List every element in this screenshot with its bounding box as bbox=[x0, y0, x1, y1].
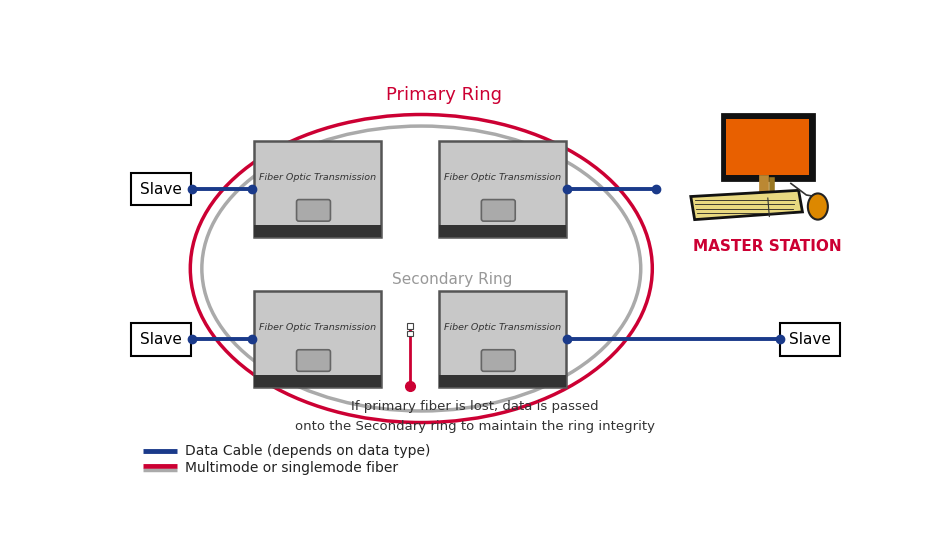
FancyBboxPatch shape bbox=[296, 350, 330, 371]
Ellipse shape bbox=[808, 194, 828, 219]
Bar bbox=[407, 323, 413, 328]
Bar bbox=[131, 173, 191, 205]
Bar bbox=[253, 375, 381, 387]
FancyBboxPatch shape bbox=[481, 200, 515, 221]
Bar bbox=[438, 225, 566, 238]
Polygon shape bbox=[751, 192, 785, 200]
Text: Slave: Slave bbox=[140, 332, 182, 347]
Bar bbox=[131, 323, 191, 355]
Bar bbox=[253, 141, 381, 238]
Bar bbox=[438, 375, 566, 387]
Bar bbox=[253, 225, 381, 238]
Text: If primary fiber is lost, data is passed
onto the Secondary ring to maintain the: If primary fiber is lost, data is passed… bbox=[295, 400, 655, 433]
Bar bbox=[253, 292, 381, 387]
Text: Fiber Optic Transmission: Fiber Optic Transmission bbox=[443, 323, 561, 332]
Text: Secondary Ring: Secondary Ring bbox=[392, 272, 512, 287]
Text: Fiber Optic Transmission: Fiber Optic Transmission bbox=[259, 323, 376, 332]
Bar bbox=[407, 331, 413, 336]
Text: MASTER STATION: MASTER STATION bbox=[694, 239, 842, 255]
FancyBboxPatch shape bbox=[481, 350, 515, 371]
Bar bbox=[726, 119, 809, 175]
Text: Slave: Slave bbox=[140, 182, 182, 197]
Text: Fiber Optic Transmission: Fiber Optic Transmission bbox=[259, 173, 376, 182]
Text: Multimode or singlemode fiber: Multimode or singlemode fiber bbox=[185, 461, 398, 475]
Bar bbox=[780, 323, 840, 355]
Text: Fiber Optic Transmission: Fiber Optic Transmission bbox=[443, 173, 561, 182]
FancyBboxPatch shape bbox=[721, 114, 814, 179]
FancyBboxPatch shape bbox=[296, 200, 330, 221]
Bar bbox=[438, 292, 566, 387]
Text: Primary Ring: Primary Ring bbox=[386, 86, 502, 104]
Bar bbox=[438, 141, 566, 238]
Text: Data Cable (depends on data type): Data Cable (depends on data type) bbox=[185, 444, 430, 458]
Polygon shape bbox=[691, 190, 803, 219]
Text: Slave: Slave bbox=[790, 332, 831, 347]
